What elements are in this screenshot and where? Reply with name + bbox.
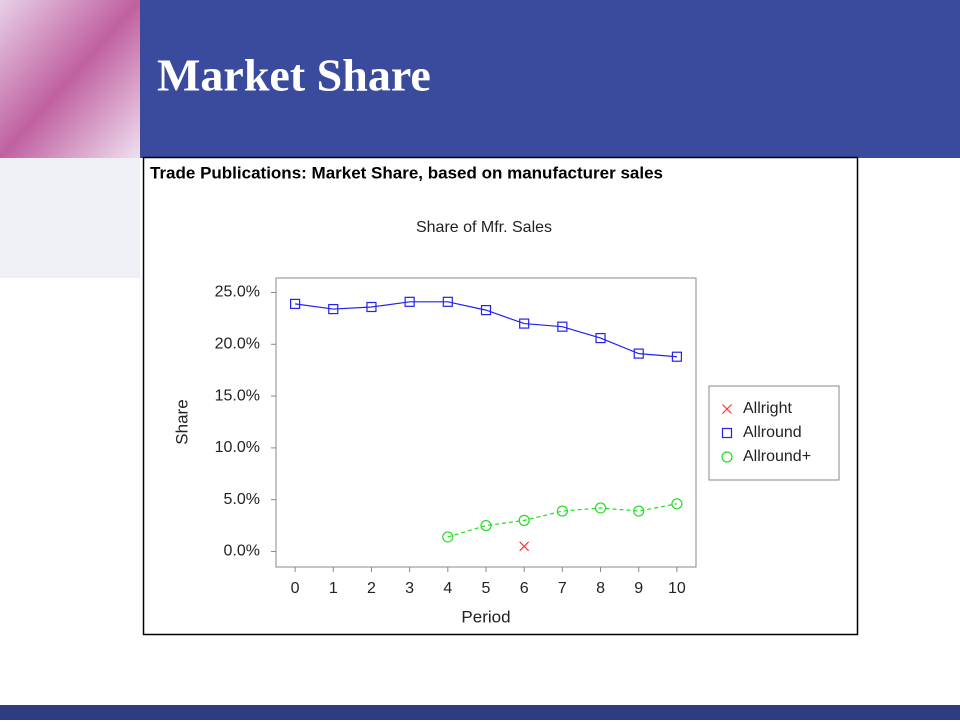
legend-marker xyxy=(721,451,733,463)
banner xyxy=(140,0,960,158)
x-tick-label: 1 xyxy=(329,580,338,597)
legend-label: Allround xyxy=(743,424,802,441)
data-point xyxy=(518,514,530,526)
data-point xyxy=(633,505,645,517)
image-reflection xyxy=(0,158,140,278)
data-point xyxy=(328,303,339,315)
data-point xyxy=(519,541,530,552)
data-point xyxy=(442,531,454,543)
y-tick-label: 25.0% xyxy=(215,284,260,301)
banner-image xyxy=(0,0,140,158)
y-tick-label: 20.0% xyxy=(215,336,260,353)
legend-label: Allround+ xyxy=(743,448,811,465)
data-point xyxy=(594,502,607,514)
y-tick-label: 0.0% xyxy=(224,543,260,560)
series-line xyxy=(295,301,677,358)
y-tick-label: 10.0% xyxy=(215,439,260,456)
data-point xyxy=(480,519,492,532)
footer-bar xyxy=(0,705,960,720)
x-tick-label: 0 xyxy=(291,580,300,597)
x-tick-label: 10 xyxy=(668,580,686,597)
x-tick-label: 2 xyxy=(367,580,376,597)
x-tick-label: 7 xyxy=(558,580,567,597)
legend-label: Allright xyxy=(743,400,792,417)
y-axis-label: Share xyxy=(172,399,191,444)
x-tick-label: 6 xyxy=(520,580,529,597)
data-point xyxy=(519,318,530,329)
data-point xyxy=(366,301,377,313)
slide-title: Market Share xyxy=(157,50,431,101)
legend-marker xyxy=(721,427,733,439)
data-point xyxy=(557,321,568,332)
y-tick-label: 5.0% xyxy=(224,491,260,508)
x-tick-label: 5 xyxy=(482,580,491,597)
y-tick-label: 15.0% xyxy=(215,387,260,404)
x-tick-label: 4 xyxy=(443,580,452,597)
x-axis-label: Period xyxy=(461,607,510,626)
data-point xyxy=(671,498,683,510)
chart-title: Share of Mfr. Sales xyxy=(416,219,552,236)
data-point xyxy=(556,505,568,517)
data-point xyxy=(633,348,644,359)
data-point xyxy=(442,296,453,307)
data-point xyxy=(404,296,415,307)
legend-box xyxy=(708,385,840,481)
data-point xyxy=(480,305,492,316)
chart-heading: Trade Publications: Market Share, based … xyxy=(150,163,663,182)
legend-marker xyxy=(722,404,732,414)
x-tick-label: 9 xyxy=(634,580,643,597)
data-point xyxy=(289,298,301,309)
x-tick-label: 3 xyxy=(405,580,414,597)
x-tick-label: 8 xyxy=(596,580,605,597)
data-point xyxy=(595,332,606,344)
data-point xyxy=(671,351,683,362)
